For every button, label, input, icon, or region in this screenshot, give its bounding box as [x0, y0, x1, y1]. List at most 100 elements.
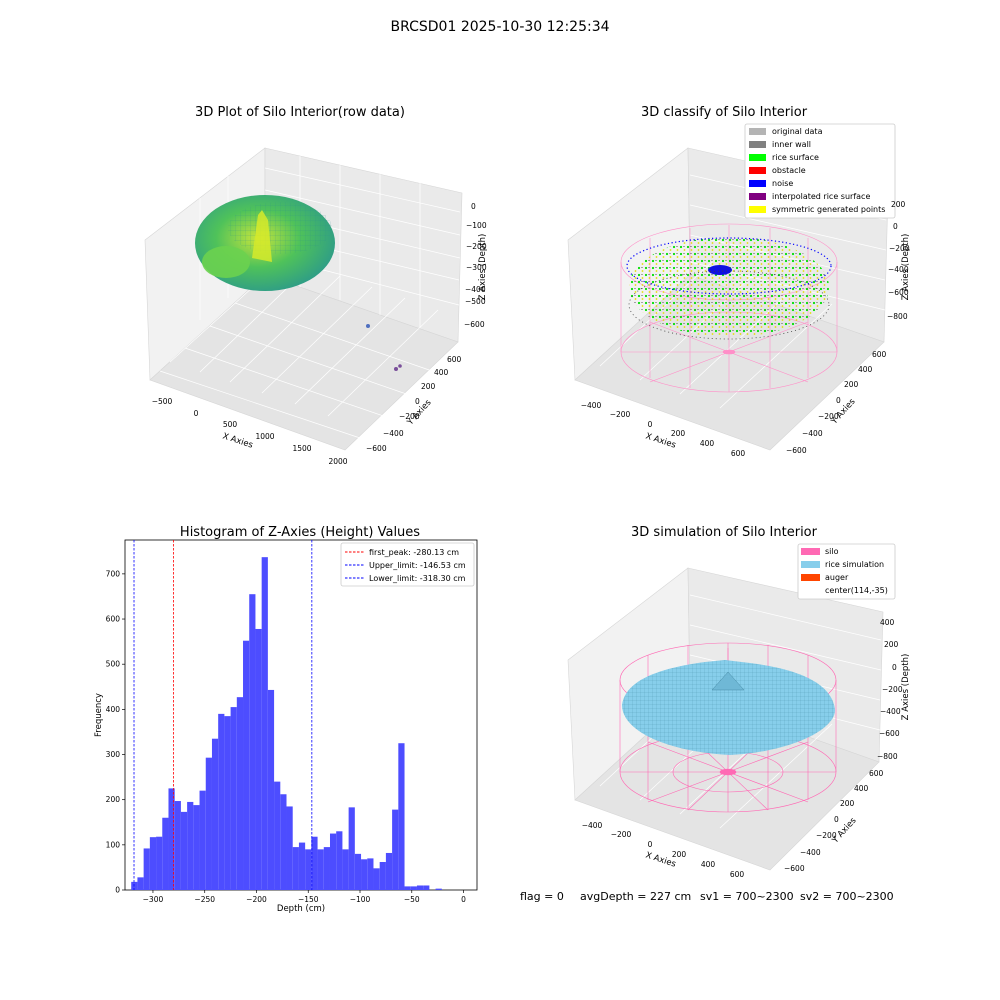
histogram-bar — [218, 713, 225, 890]
histogram-bar — [336, 831, 343, 890]
sim-ztick: −200 — [882, 685, 903, 694]
status-flag: flag = 0 — [520, 890, 564, 903]
sim-xtick: 200 — [672, 850, 687, 859]
histogram-bar — [261, 557, 268, 890]
sim-ytick: 400 — [854, 784, 869, 793]
sim-ytick: −200 — [816, 831, 837, 840]
classify-ztick: −200 — [889, 244, 910, 253]
raw-xtick: 0 — [194, 409, 199, 418]
sim-ztick: −800 — [877, 752, 898, 761]
legend-label-rice-simulation: rice simulation — [825, 560, 884, 569]
legend-swatch-interpolated — [749, 193, 766, 200]
raw-z-ticks: 0 −100 −200 −300 −400 −500 −600 — [464, 202, 487, 329]
histogram-y-ticks: 0 100 200 300 400 500 600 700 — [106, 569, 125, 895]
histogram-reference-lines — [133, 540, 313, 890]
histogram-ylabel: Frequency — [94, 693, 104, 737]
legend-swatch-rice-surface — [749, 154, 766, 161]
sim-xtick: −400 — [582, 821, 603, 830]
histogram-bar — [298, 842, 306, 890]
raw-xtick: 1500 — [292, 444, 311, 453]
raw-outlier-point — [366, 324, 370, 328]
legend-label-symmetric: symmetric generated points — [772, 205, 885, 214]
histogram-bar — [305, 849, 312, 890]
sim-zlabel: Z Axies (Depth) — [901, 654, 911, 721]
histogram-xtick-label: −200 — [246, 895, 267, 904]
classify-rice-surface — [629, 237, 829, 337]
histogram-bar — [379, 862, 386, 890]
legend-label-silo: silo — [825, 547, 839, 556]
histogram-legend: first_peak: -280.13 cm Upper_limit: -146… — [340, 542, 475, 587]
sim-legend: silo rice simulation auger center(114,-3… — [797, 543, 896, 600]
panel-raw-title: 3D Plot of Silo Interior(row data) — [195, 105, 405, 120]
classify-ztick: −400 — [888, 265, 909, 274]
histogram-bar — [329, 833, 337, 890]
sim-ztick: 400 — [880, 618, 895, 627]
histogram-xtick-label: −150 — [298, 895, 319, 904]
histogram-bar — [373, 868, 380, 890]
legend-swatch-silo — [801, 548, 820, 555]
panel-raw-3d: 3D Plot of Silo Interior(row data) −5 — [144, 105, 488, 466]
histogram-bar — [323, 847, 330, 890]
histogram-bar — [230, 707, 237, 890]
histogram-bars — [131, 557, 442, 890]
panel-classify-3d: 3D classify of Silo Interior — [567, 105, 911, 458]
histogram-bar — [354, 853, 362, 890]
histogram-bar — [224, 716, 231, 890]
status-avg-depth: avgDepth = 227 cm — [580, 890, 691, 903]
raw-ytick: 0 — [415, 397, 420, 406]
histogram-bar — [361, 859, 368, 890]
legend-swatch-inner-wall — [749, 141, 766, 148]
classify-ytick: 0 — [836, 396, 841, 405]
classify-ytick: 600 — [872, 350, 887, 359]
raw-ytick: −200 — [399, 412, 420, 421]
classify-inner-wall — [628, 270, 830, 340]
raw-ytick: 600 — [447, 355, 462, 364]
histogram-bar — [211, 738, 219, 890]
sim-ztick: 0 — [892, 663, 897, 672]
histogram-bar — [416, 885, 424, 890]
classify-legend-box — [744, 123, 896, 219]
raw-ytick: 200 — [421, 382, 436, 391]
histogram-ytick-label: 400 — [106, 705, 121, 714]
raw-ytick: −600 — [366, 444, 387, 453]
raw-ztick: −300 — [466, 263, 487, 272]
raw-ztick: −500 — [465, 297, 486, 306]
status-sv2: sv2 = 700~2300 — [800, 890, 894, 903]
histogram-bar — [423, 885, 430, 890]
legend-swatch-rice-simulation — [801, 561, 820, 568]
raw-xtick: 2000 — [328, 457, 347, 466]
status-bar: flag = 0 avgDepth = 227 cm sv1 = 700~230… — [520, 890, 894, 903]
legend-label-upper-limit: Upper_limit: -146.53 cm — [369, 561, 466, 570]
histogram-ytick-label: 600 — [106, 615, 121, 624]
histogram-bar — [342, 849, 349, 890]
histogram-bar — [404, 886, 411, 890]
panel-histogram: Histogram of Z-Axies (Height) Values −30… — [94, 525, 478, 914]
sim-xtick: 600 — [730, 870, 745, 879]
classify-noise-ring — [626, 237, 832, 295]
histogram-bar — [255, 628, 262, 890]
raw-ztick: −400 — [465, 285, 486, 294]
panel-simulation-title: 3D simulation of Silo Interior — [631, 525, 818, 540]
histogram-bar — [168, 788, 175, 890]
histogram-bar — [292, 847, 299, 890]
histogram-bar — [311, 836, 318, 890]
classify-ytick: 400 — [858, 365, 873, 374]
histogram-bar — [156, 836, 163, 890]
histogram-bar — [392, 809, 399, 890]
figure-suptitle: BRCSD01 2025-10-30 12:25:34 — [390, 19, 609, 35]
histogram-bar — [193, 805, 200, 890]
histogram-xtick-label: −50 — [404, 895, 420, 904]
legend-label-center: center(114,-35) — [825, 586, 888, 595]
raw-xtick: 1000 — [255, 432, 274, 441]
sim-ztick: 200 — [884, 640, 899, 649]
sim-ztick: −400 — [880, 707, 901, 716]
histogram-bar — [243, 640, 250, 890]
sim-z-ticks: 400 200 0 −200 −400 −600 −800 — [877, 618, 903, 761]
histogram-bar — [205, 757, 212, 890]
histogram-bar — [180, 811, 188, 890]
raw-ztick: 0 — [471, 202, 476, 211]
histogram-bar — [249, 594, 256, 890]
histogram-ytick-label: 0 — [115, 886, 120, 895]
classify-ytick: −600 — [786, 446, 807, 455]
